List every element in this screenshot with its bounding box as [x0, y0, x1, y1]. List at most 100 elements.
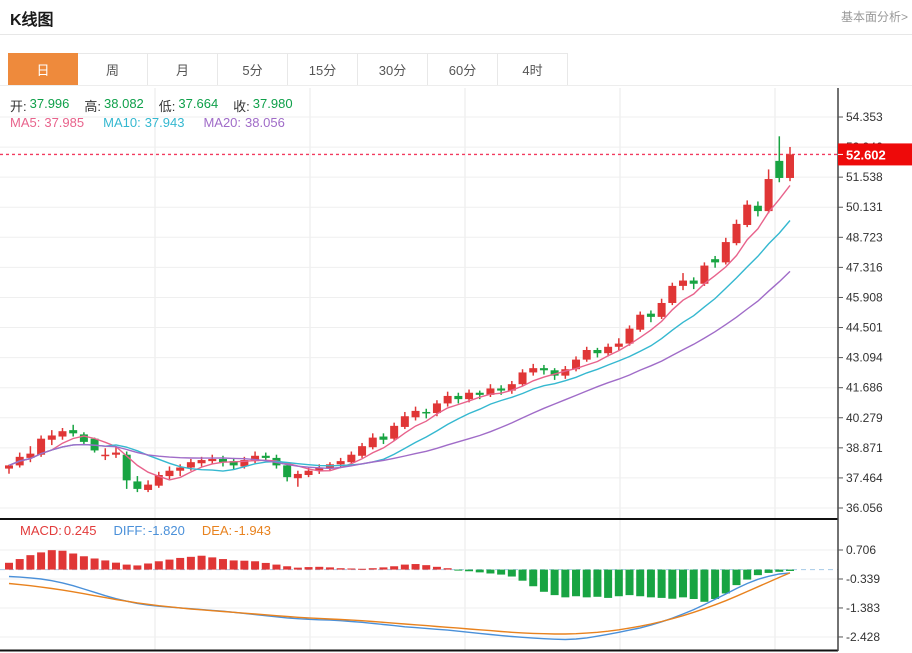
ohlc-info-row: 开: 37.996 高: 38.082 低: 37.664 收: 37.980	[10, 96, 308, 115]
candle-body	[507, 384, 516, 391]
axis-label: 50.131	[846, 200, 883, 214]
tab-period-2[interactable]: 月	[148, 53, 218, 86]
macd-bar	[764, 569, 773, 573]
macd-bar	[518, 569, 527, 581]
macd-bar	[721, 569, 730, 594]
macd-bar	[240, 560, 249, 570]
candle-body	[711, 259, 720, 263]
ma5-line	[8, 184, 791, 481]
diff-value: -1.820	[147, 523, 185, 538]
candle-body	[529, 368, 538, 373]
macd-bar	[604, 569, 613, 598]
high-group: 高: 38.082	[84, 96, 143, 115]
dea-group: DEA: -1.943	[202, 523, 271, 538]
ma5-label: MA5:	[10, 115, 41, 130]
macd-bar	[732, 569, 741, 586]
close-group: 收: 37.980	[233, 96, 292, 115]
macd-bar	[379, 567, 388, 570]
candle-body	[47, 435, 56, 440]
dea-value: -1.943	[234, 523, 272, 538]
candle-body	[101, 454, 110, 457]
axis-label: 41.686	[846, 381, 883, 395]
axis-label: 43.094	[846, 351, 883, 365]
macd-bar	[625, 569, 634, 596]
diff-group: DIFF: -1.820	[113, 523, 184, 538]
macd-bar	[69, 553, 78, 570]
candle-body	[176, 467, 185, 471]
axis-label: 37.464	[846, 471, 883, 485]
macd-value: 0.245	[63, 523, 97, 538]
macd-bar	[753, 569, 762, 576]
macd-bar	[646, 569, 655, 598]
candle-body	[37, 438, 46, 455]
candle-body	[58, 431, 67, 437]
macd-bar	[390, 566, 399, 570]
macd-bar	[443, 568, 452, 570]
candle-body	[379, 436, 388, 440]
candle-body	[358, 446, 367, 456]
ma10-label: MA10:	[103, 115, 141, 130]
candle-body	[336, 461, 345, 465]
macd-bar	[176, 557, 185, 570]
macd-bar	[111, 562, 120, 570]
diff-label: DIFF:	[113, 523, 146, 538]
candle-body	[604, 346, 613, 354]
tab-period-5[interactable]: 30分	[358, 53, 428, 86]
macd-bar	[26, 555, 35, 570]
candle-body	[400, 416, 409, 427]
ma20-line	[8, 270, 791, 470]
macd-bar	[325, 567, 334, 570]
macd-bar	[689, 569, 698, 600]
macd-bar	[529, 569, 538, 587]
macd-bar	[368, 568, 377, 570]
candle-body	[689, 280, 698, 284]
axis-label: 54.353	[846, 110, 883, 124]
candle-body	[432, 403, 441, 414]
candle-body	[186, 462, 195, 468]
axis-label: 38.871	[846, 441, 883, 455]
macd-bar	[422, 565, 431, 570]
candle-body	[721, 242, 730, 263]
macd-group: MACD: 0.245	[20, 523, 96, 538]
candle-body	[646, 313, 655, 317]
high-label: 高:	[84, 99, 102, 114]
candle-body	[390, 425, 399, 439]
tab-period-0[interactable]: 日	[8, 53, 78, 86]
candle-body	[454, 395, 463, 400]
low-value: 37.664	[178, 96, 219, 111]
candle-body	[561, 369, 570, 376]
current-price-tag	[838, 143, 912, 166]
page-title: K线图	[10, 12, 54, 29]
candle-body	[443, 395, 452, 404]
ma5-value: 37.985	[44, 115, 85, 130]
macd-bar	[272, 564, 281, 570]
dea-label: DEA:	[201, 523, 233, 538]
macd-bar	[400, 564, 409, 570]
low-label: 低:	[158, 99, 176, 114]
macd-bar	[304, 567, 313, 570]
candle-body	[5, 465, 13, 469]
candle-body	[700, 265, 709, 284]
candle-body	[614, 343, 623, 347]
macd-bar	[133, 565, 142, 570]
macd-bar	[261, 562, 270, 570]
candle-body	[122, 454, 131, 481]
tab-period-6[interactable]: 60分	[428, 53, 498, 86]
ma10-line	[8, 220, 791, 472]
fundamental-analysis-link[interactable]: 基本面分析>	[840, 10, 908, 24]
candle-body	[218, 458, 227, 463]
candle-body	[154, 475, 163, 486]
candle-body	[497, 388, 506, 391]
candle-body	[465, 392, 474, 400]
current-price-value: 52.602	[846, 147, 886, 162]
macd-bar	[336, 568, 345, 570]
candle-body	[283, 465, 292, 478]
ma-info-row: MA5: 37.985 MA10: 37.943 MA20: 38.056	[10, 115, 304, 130]
macd-bar	[47, 550, 56, 570]
macd-bar	[251, 561, 260, 570]
tab-period-3[interactable]: 5分	[218, 53, 288, 86]
candle-body	[261, 455, 270, 458]
macd-bar	[347, 568, 356, 570]
macd-bar	[743, 569, 752, 580]
